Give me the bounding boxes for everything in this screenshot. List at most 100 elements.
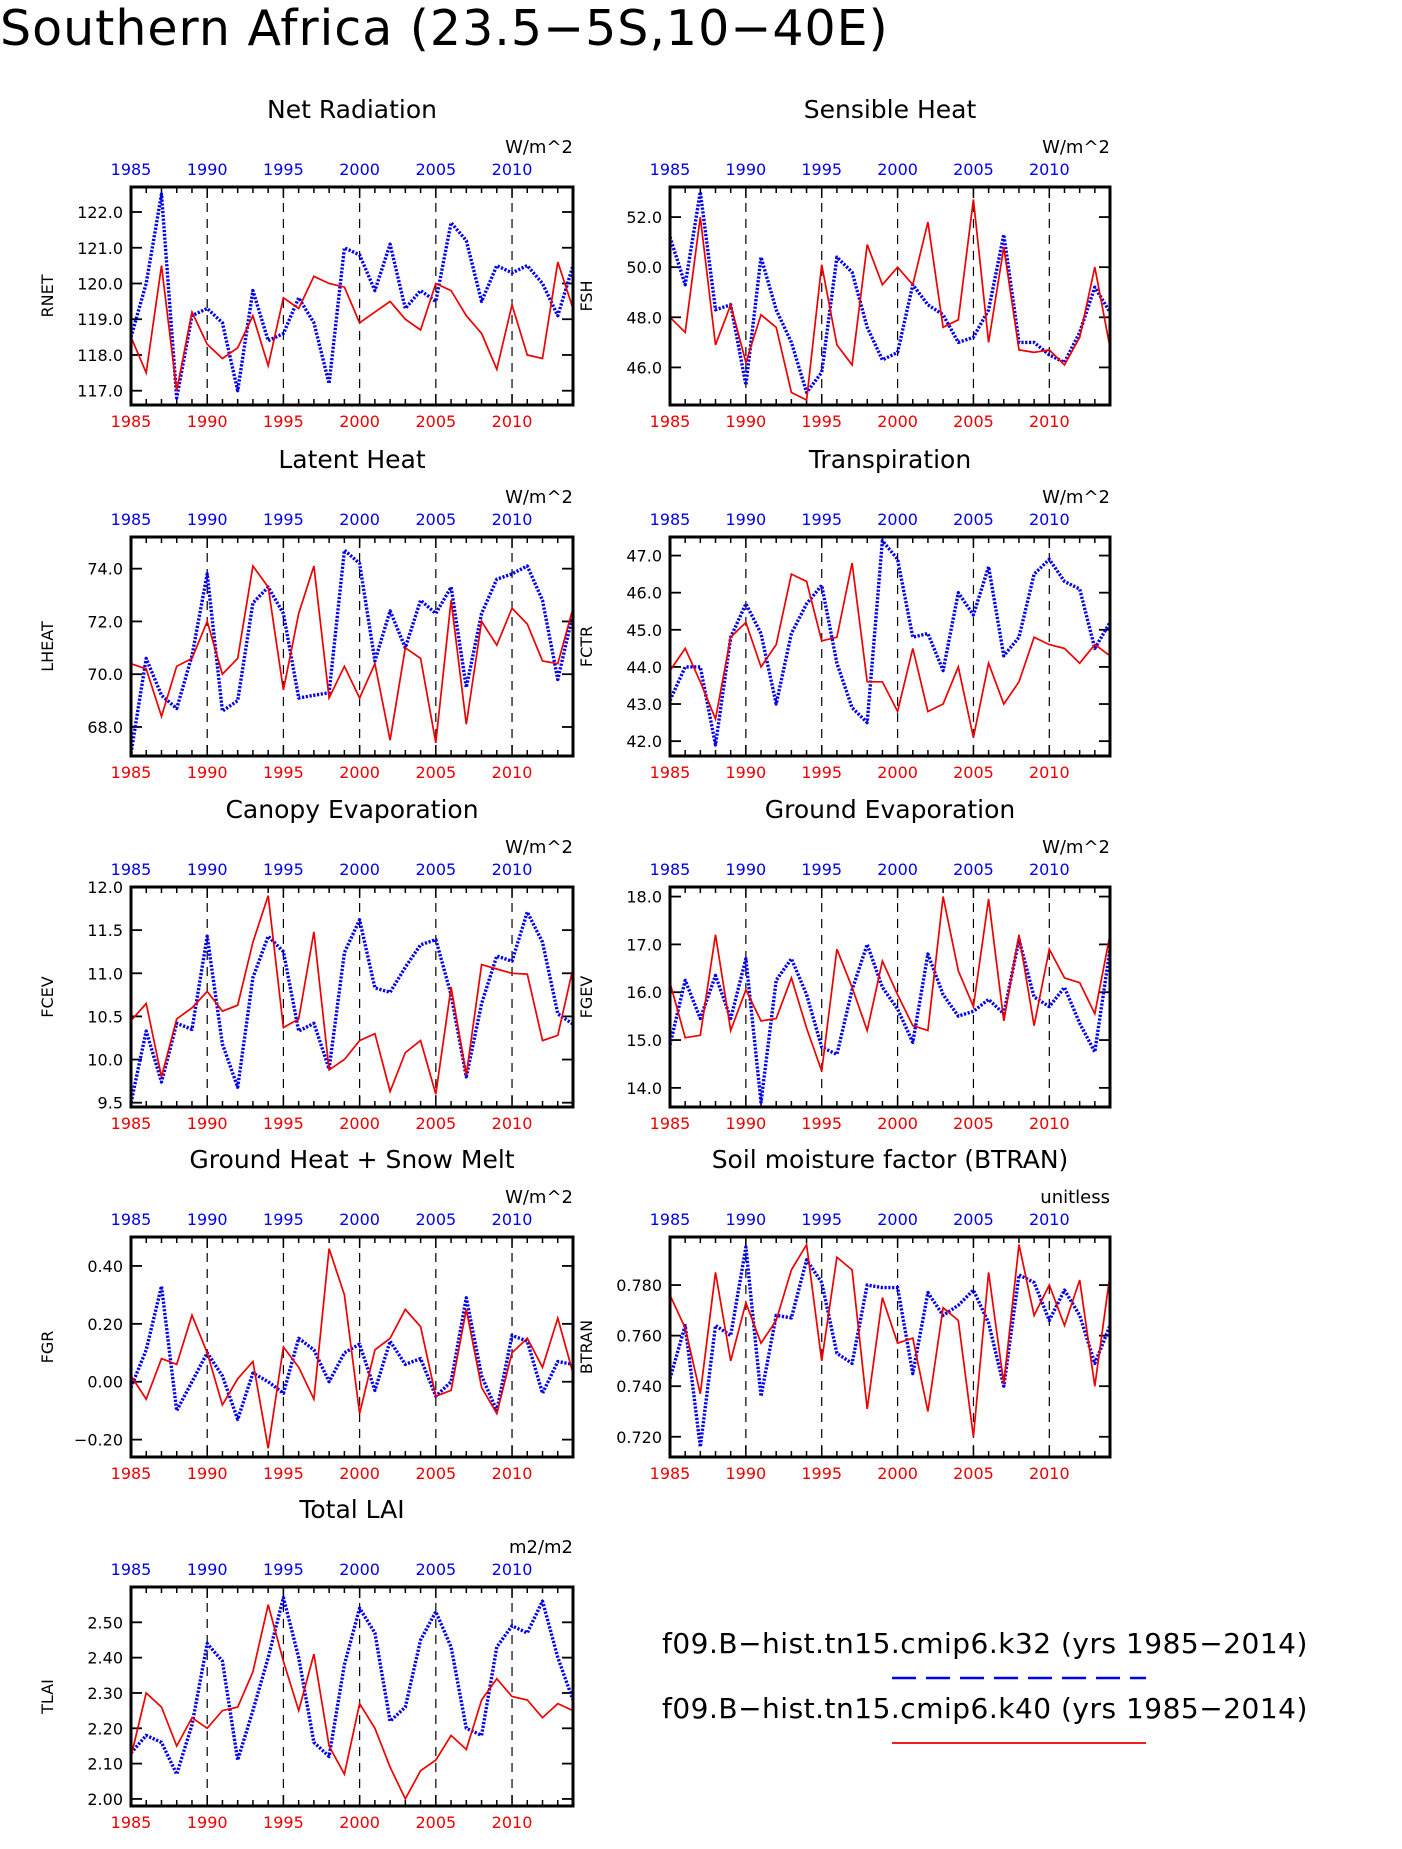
x-tick-label-bottom: 2000 [877,412,918,431]
y-tick-label: 12.0 [87,878,123,897]
units-label: W/m^2 [1042,137,1110,158]
x-tick-label-bottom: 1985 [650,1114,691,1133]
chart-panel-fgr: Ground Heat + Snow Melt W/m^2 FGR −0.20 0.00… [38,1145,575,1483]
x-tick-label-bottom: 1990 [726,763,767,782]
x-tick-label-top: 1990 [187,1210,228,1229]
legend-label-k32: f09.B−hist.tn15.cmip6.k32 (yrs 1985−2014… [662,1627,1308,1660]
chart-panel-fsh: Sensible Heat W/m^2 FSH 46.0 48.0 50.0 52.0 198… [577,95,1112,431]
x-tick-label-top: 2000 [339,1560,380,1579]
chart-title: Soil moisture factor (BTRAN) [712,1145,1069,1174]
x-tick-label-bottom: 2010 [492,1114,533,1133]
x-tick-label-bottom: 2010 [1029,763,1070,782]
y-axis-label: BTRAN [577,1320,596,1374]
y-axis-label: TLAI [38,1679,57,1715]
x-tick-label-bottom: 1985 [111,412,152,431]
y-tick-label: 0.780 [616,1276,662,1295]
y-tick-label: 2.20 [87,1719,123,1738]
chart-panel-fctr: Transpiration W/m^2 FCTR 42.0 43.0 44.0 45.0 46… [577,445,1112,782]
series-line-k40 [130,1604,574,1801]
x-tick-label-bottom: 2005 [415,1813,456,1832]
x-tick-label-bottom: 1985 [111,1813,152,1832]
chart-title: Net Radiation [267,95,437,124]
x-tick-label-top: 2000 [339,860,380,879]
x-tick-label-bottom: 2005 [953,763,994,782]
x-tick-label-top: 1995 [263,160,304,179]
y-axis-label: RNET [38,274,57,317]
x-tick-label-top: 1990 [726,860,767,879]
x-tick-label-bottom: 1995 [263,1464,304,1483]
x-tick-label-bottom: 2000 [877,1464,918,1483]
page-title: Southern Africa (23.5−5S,10−40E) [0,0,889,57]
x-tick-label-top: 2010 [1029,160,1070,179]
x-tick-label-bottom: 1995 [801,763,842,782]
plot-frame [129,885,575,1109]
y-tick-label: 44.0 [626,658,662,677]
x-tick-label-bottom: 2005 [415,1114,456,1133]
units-label: W/m^2 [505,837,573,858]
x-tick-label-top: 2005 [415,510,456,529]
x-tick-label-top: 2005 [953,160,994,179]
chart-title: Ground Evaporation [765,795,1015,824]
series-line-k32 [129,910,574,1104]
y-tick-label: 117.0 [77,382,123,401]
x-tick-label-top: 1985 [111,160,152,179]
y-tick-label: 14.0 [626,1079,662,1098]
series-line-k40 [130,261,574,391]
units-label: unitless [1040,1187,1110,1208]
y-tick-label: 118.0 [77,346,123,365]
legend-label-k40: f09.B−hist.tn15.cmip6.k40 (yrs 1985−2014… [662,1692,1308,1725]
x-tick-label-bottom: 1985 [111,1464,152,1483]
series-line-k32 [668,1245,1112,1449]
chart-title: Total LAI [298,1495,404,1524]
x-tick-label-bottom: 1990 [187,1464,228,1483]
series-line-k40 [669,1242,1111,1437]
series-line-k40 [669,896,1111,1072]
x-tick-label-top: 2005 [953,510,994,529]
y-tick-label: 48.0 [626,308,662,327]
x-tick-label-top: 1985 [650,1210,691,1229]
x-tick-label-top: 2000 [339,160,380,179]
x-tick-label-bottom: 2010 [1029,1114,1070,1133]
units-label: W/m^2 [1042,487,1110,508]
x-tick-label-top: 2010 [492,1210,533,1229]
x-tick-label-bottom: 1990 [726,1464,767,1483]
units-label: W/m^2 [505,487,573,508]
y-tick-label: 122.0 [77,203,123,222]
y-tick-label: 0.720 [616,1428,662,1447]
y-tick-label: 2.30 [87,1684,123,1703]
y-tick-label: 43.0 [626,695,662,714]
x-tick-label-bottom: 2005 [953,1464,994,1483]
x-tick-label-top: 1985 [650,160,691,179]
y-tick-label: 10.5 [87,1007,123,1026]
x-tick-label-bottom: 2010 [492,1464,533,1483]
x-tick-label-bottom: 2010 [1029,1464,1070,1483]
x-tick-label-bottom: 2010 [1029,412,1070,431]
x-tick-label-bottom: 1990 [187,1813,228,1832]
chart-title: Sensible Heat [804,95,977,124]
chart-title: Transpiration [808,445,971,474]
x-tick-label-bottom: 1985 [650,412,691,431]
series-line-k40 [669,562,1111,738]
plot-frame [129,535,575,758]
x-tick-label-bottom: 2010 [492,1813,533,1832]
x-tick-label-bottom: 1985 [111,1114,152,1133]
y-tick-label: 45.0 [626,621,662,640]
x-tick-label-top: 2005 [415,1560,456,1579]
series-line-k32 [668,190,1112,395]
x-tick-label-bottom: 2000 [339,763,380,782]
y-tick-label: 121.0 [77,239,123,258]
y-tick-label: 11.5 [87,921,123,940]
x-tick-label-bottom: 1990 [726,1114,767,1133]
plot-frame [668,185,1112,407]
y-tick-label: 17.0 [626,935,662,954]
y-tick-label: 50.0 [626,258,662,277]
x-tick-label-top: 2000 [877,1210,918,1229]
y-tick-label: 2.50 [87,1613,123,1632]
y-tick-label: 11.0 [87,964,123,983]
series-line-k40 [130,895,574,1095]
x-tick-label-bottom: 1985 [111,763,152,782]
x-tick-label-top: 1990 [187,860,228,879]
series-line-k32 [129,1595,575,1776]
x-tick-label-bottom: 2005 [953,412,994,431]
